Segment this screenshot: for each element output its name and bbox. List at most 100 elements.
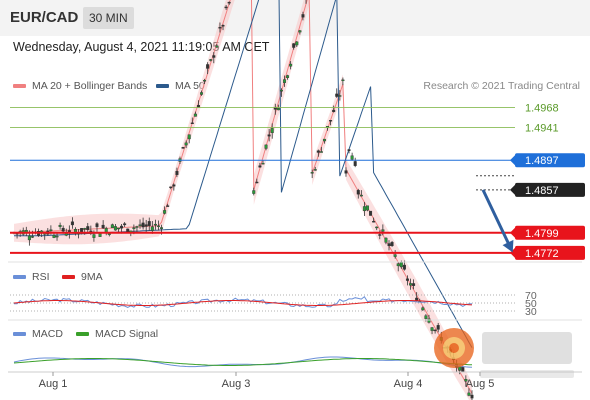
rsi-level-label: 50 — [525, 298, 537, 310]
candle-body — [144, 224, 148, 227]
candle — [338, 90, 342, 101]
candle — [153, 219, 157, 230]
candle-body — [83, 228, 87, 230]
candle — [356, 188, 360, 199]
candle — [279, 88, 283, 97]
candle-body — [58, 224, 62, 227]
candle-body — [169, 186, 173, 189]
level-label: 1.4941 — [525, 123, 559, 135]
candle-body — [421, 307, 425, 311]
candle-body — [295, 41, 299, 46]
candle-body — [224, 6, 228, 9]
chart-header: EUR/CAD 30 MIN — [0, 0, 590, 36]
candle — [255, 178, 259, 184]
candle — [365, 205, 369, 212]
candle-body — [350, 155, 354, 160]
candle-body — [267, 134, 271, 137]
candle — [427, 314, 431, 324]
candle-body — [156, 225, 160, 227]
level-1.4799: 1.4799 — [10, 225, 585, 240]
ma50-line — [14, 0, 473, 348]
candle-body — [117, 227, 121, 230]
candle — [166, 203, 170, 207]
candle-body — [381, 229, 385, 232]
candle — [393, 250, 397, 259]
candle — [305, 0, 307, 4]
candle-body — [123, 223, 127, 226]
candle-body — [387, 243, 391, 247]
candle — [163, 206, 167, 215]
bollinger-band — [14, 0, 472, 400]
candle — [387, 240, 391, 251]
candle-body — [113, 226, 117, 231]
legend-swatch — [13, 84, 26, 88]
legend-macd-signal: MACD Signal — [76, 328, 158, 340]
timeframe-button[interactable]: 30 MIN — [83, 7, 134, 29]
candle — [467, 388, 471, 397]
candle — [430, 327, 434, 335]
candle-body — [427, 318, 431, 323]
candle-body — [221, 25, 225, 27]
candle-body — [402, 264, 406, 270]
candle-body — [203, 80, 207, 82]
candle-body — [276, 108, 280, 111]
candle-body — [110, 224, 114, 229]
pivot-tag — [515, 153, 585, 168]
candle-body — [101, 224, 105, 229]
candle-body — [319, 151, 323, 153]
candle-body — [396, 263, 400, 267]
candle-body — [341, 79, 345, 82]
candle — [147, 217, 151, 231]
candle — [123, 222, 127, 227]
legend-swatch — [13, 275, 26, 279]
candle — [101, 220, 105, 229]
level-1.4857: 1.4857 — [476, 182, 585, 197]
candle — [270, 123, 274, 139]
candle — [316, 149, 320, 157]
candle — [113, 224, 117, 231]
candle-body — [196, 105, 200, 108]
candle — [322, 138, 326, 144]
candle — [58, 222, 62, 230]
level-1.4941: 1.4941 — [10, 123, 559, 135]
candle — [200, 90, 204, 96]
candle — [138, 219, 142, 229]
candle-body — [141, 222, 145, 228]
last-price-pointer — [510, 184, 515, 195]
candle — [221, 24, 225, 31]
candle — [172, 183, 176, 191]
candle-body — [322, 138, 326, 142]
candle-body — [126, 228, 130, 233]
candle — [264, 144, 268, 151]
candle — [298, 29, 302, 35]
candle — [209, 58, 213, 62]
candle — [341, 77, 345, 86]
ma20-line — [13, 0, 473, 394]
candle-body — [335, 93, 339, 97]
candle — [292, 43, 296, 50]
candle — [150, 221, 154, 234]
rsi-level-label: 30 — [525, 306, 537, 318]
candle — [362, 202, 366, 216]
candle — [332, 105, 336, 113]
candle — [212, 52, 216, 64]
candle-body — [279, 89, 283, 92]
candle — [378, 230, 382, 240]
candle — [390, 240, 394, 247]
candle-body — [292, 43, 296, 48]
candle — [286, 74, 290, 80]
legend-swatch — [156, 84, 169, 88]
candle — [252, 187, 256, 196]
candle-body — [375, 226, 379, 229]
candle — [375, 226, 379, 231]
rsi-line — [13, 295, 473, 308]
candle-body — [147, 221, 151, 226]
candle-body — [120, 225, 124, 229]
candle-body — [353, 161, 357, 166]
forecast-arrowhead — [502, 239, 514, 253]
candle-body — [362, 206, 366, 212]
candle-body — [181, 147, 185, 149]
candle-body — [412, 283, 416, 286]
candle-body — [436, 325, 440, 330]
candle-body — [184, 142, 188, 146]
